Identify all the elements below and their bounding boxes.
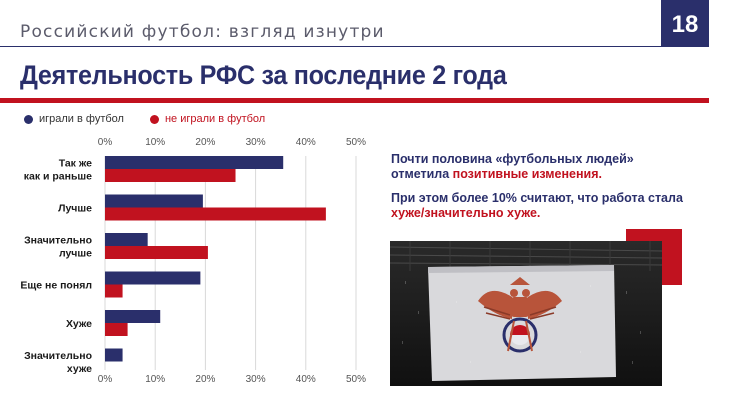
rfs-flag-icon [390,241,662,386]
category-label-line: лучше [59,248,92,260]
bar-played [105,310,161,323]
bar-not-played [105,207,326,221]
x-tick-label-top: 40% [296,137,316,148]
commentary-2-text: При этом более 10% считают, что работа с… [391,191,683,205]
x-tick-label-bottom: 10% [145,374,165,385]
x-tick-label-top: 50% [346,137,366,148]
category-label: Так же как и раньше [24,158,92,183]
bar-played [105,348,123,362]
x-tick-label-bottom: 50% [346,374,366,385]
category-label: Значительно хуже [24,350,92,375]
x-tick-label-bottom: 30% [246,374,266,385]
bar-played [105,156,284,169]
category-label-line: Хуже [66,318,92,330]
category-label: Значительно лучше [24,235,92,260]
legend-label-not-played: не играли в футбол [164,113,266,125]
commentary-paragraph-1: Почти половина «футбольных людей» отмети… [391,152,691,182]
commentary-1-text: Почти половина «футбольных людей» отмети… [391,152,634,181]
legend-item-played: играли в футбол [24,113,124,125]
category-label: Лучше [58,203,92,215]
bar-chart: 0% 0% 10% 10% 20% 20% 30% 30% 40% 40% 50% 50% Так же… [20,137,366,385]
category-label-line: Так же [59,158,92,170]
chart-legend: играли в футбол не играли в футбол [24,113,291,125]
x-tick-label-top: 20% [195,137,215,148]
category-label-line: Значительно [24,350,92,362]
bar-played [105,233,148,246]
slide-title: Деятельность РФС за последние 2 года [20,60,507,90]
presentation-subtitle: Российский футбол: взгляд изнутри [20,22,385,42]
commentary-1-highlight: позитивные изменения. [452,167,603,181]
rfs-flag-photo [390,241,662,386]
legend-item-not-played: не играли в футбол [149,113,266,125]
category-label-line: хуже [67,363,92,375]
bar-not-played [105,246,208,259]
x-tick-label-bottom: 0% [98,374,113,385]
legend-label-played: играли в футбол [39,113,124,125]
header-divider [0,46,709,47]
category-label-line: Значительно [24,235,92,247]
category-label: Еще не понял [20,280,92,292]
x-tick-label-top: 30% [246,137,266,148]
category-label-line: Лучше [58,203,92,215]
bar-not-played [105,284,123,298]
x-tick-label-bottom: 40% [296,374,316,385]
commentary-box: Почти половина «футбольных людей» отмети… [391,152,691,230]
bar-played [105,271,201,285]
commentary-paragraph-2: При этом более 10% считают, что работа с… [391,191,691,221]
bar-played [105,194,203,208]
page-number-badge: 18 [661,0,709,47]
commentary-2-highlight: хуже/значительно хуже. [391,206,541,220]
title-divider [0,98,709,103]
bar-not-played [105,169,236,182]
category-label-line: как и раньше [24,171,92,183]
x-tick-label-top: 10% [145,137,165,148]
legend-dot-navy [24,114,33,124]
legend-dot-red [149,114,159,124]
bar-not-played [105,323,128,336]
x-tick-label-bottom: 20% [195,374,215,385]
x-tick-label-top: 0% [98,137,113,148]
category-label: Хуже [66,318,92,330]
category-label-line: Еще не понял [20,280,92,292]
